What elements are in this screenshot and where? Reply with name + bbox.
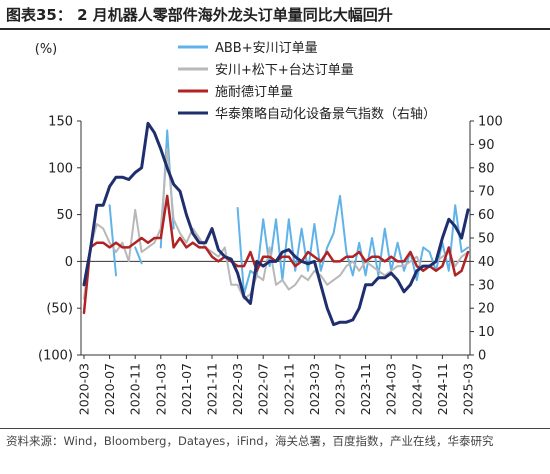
y-left-tick-label: 150 bbox=[48, 115, 73, 130]
x-tick-label: 2024-03 bbox=[384, 363, 399, 415]
y-left-tick-label: (50) bbox=[46, 302, 73, 317]
y-right-tick-label: 100 bbox=[478, 115, 503, 130]
line-chart: (%)150100500(50)(100)1009080706050403020… bbox=[35, 41, 503, 415]
x-tick-label: 2022-07 bbox=[256, 363, 271, 415]
x-tick-label: 2023-11 bbox=[358, 363, 373, 415]
y-left-unit-label: (%) bbox=[35, 42, 58, 57]
legend-label-4: 华泰策略自动化设备景气指数（右轴） bbox=[215, 106, 436, 122]
y-right-tick-label: 10 bbox=[478, 325, 495, 340]
y-left-tick-label: 50 bbox=[56, 208, 73, 223]
y-left-tick-label: (100) bbox=[38, 349, 73, 364]
x-tick-label: 2023-03 bbox=[307, 363, 322, 415]
x-tick-label: 2020-03 bbox=[77, 363, 92, 415]
legend-label-1: ABB+安川订单量 bbox=[215, 41, 318, 56]
y-right-tick-label: 50 bbox=[478, 232, 495, 247]
figure-title-bar: 图表35： 2 月机器人零部件海外龙头订单量同比大幅回升 bbox=[0, 0, 550, 30]
y-right-tick-label: 80 bbox=[478, 161, 495, 176]
source-note: 资料来源：Wind，Bloomberg，Datayes，iFind，海关总署，百… bbox=[6, 434, 494, 448]
y-right-tick-label: 0 bbox=[478, 349, 486, 364]
series-line-1 bbox=[108, 129, 469, 296]
x-tick-label: 2025-03 bbox=[461, 363, 476, 415]
series-line-3 bbox=[82, 194, 470, 315]
legend-label-2: 安川+松下+台达订单量 bbox=[215, 63, 354, 78]
x-tick-label: 2022-03 bbox=[230, 363, 245, 415]
legend-label-3: 施耐德订单量 bbox=[215, 85, 293, 100]
x-tick-label: 2020-11 bbox=[128, 363, 143, 415]
y-right-tick-label: 20 bbox=[478, 302, 495, 317]
y-right-tick-label: 60 bbox=[478, 208, 495, 223]
y-right-tick-label: 90 bbox=[478, 138, 495, 153]
x-tick-label: 2021-11 bbox=[205, 363, 220, 415]
x-tick-label: 2022-11 bbox=[281, 363, 296, 415]
y-left-tick-label: 0 bbox=[65, 255, 73, 270]
x-tick-label: 2023-07 bbox=[333, 363, 348, 415]
x-tick-label: 2021-03 bbox=[153, 363, 168, 415]
y-right-tick-label: 40 bbox=[478, 255, 495, 270]
source-divider bbox=[0, 428, 550, 429]
x-tick-label: 2020-07 bbox=[102, 363, 117, 415]
y-right-tick-label: 30 bbox=[478, 278, 495, 293]
y-right-tick-label: 70 bbox=[478, 185, 495, 200]
x-tick-label: 2021-07 bbox=[179, 363, 194, 415]
figure-title: 图表35： 2 月机器人零部件海外龙头订单量同比大幅回升 bbox=[6, 6, 393, 24]
x-tick-label: 2024-11 bbox=[435, 363, 450, 415]
y-left-tick-label: 100 bbox=[48, 161, 73, 176]
x-tick-label: 2024-07 bbox=[409, 363, 424, 415]
series-line-2 bbox=[83, 148, 469, 300]
series-line-4 bbox=[82, 121, 470, 327]
